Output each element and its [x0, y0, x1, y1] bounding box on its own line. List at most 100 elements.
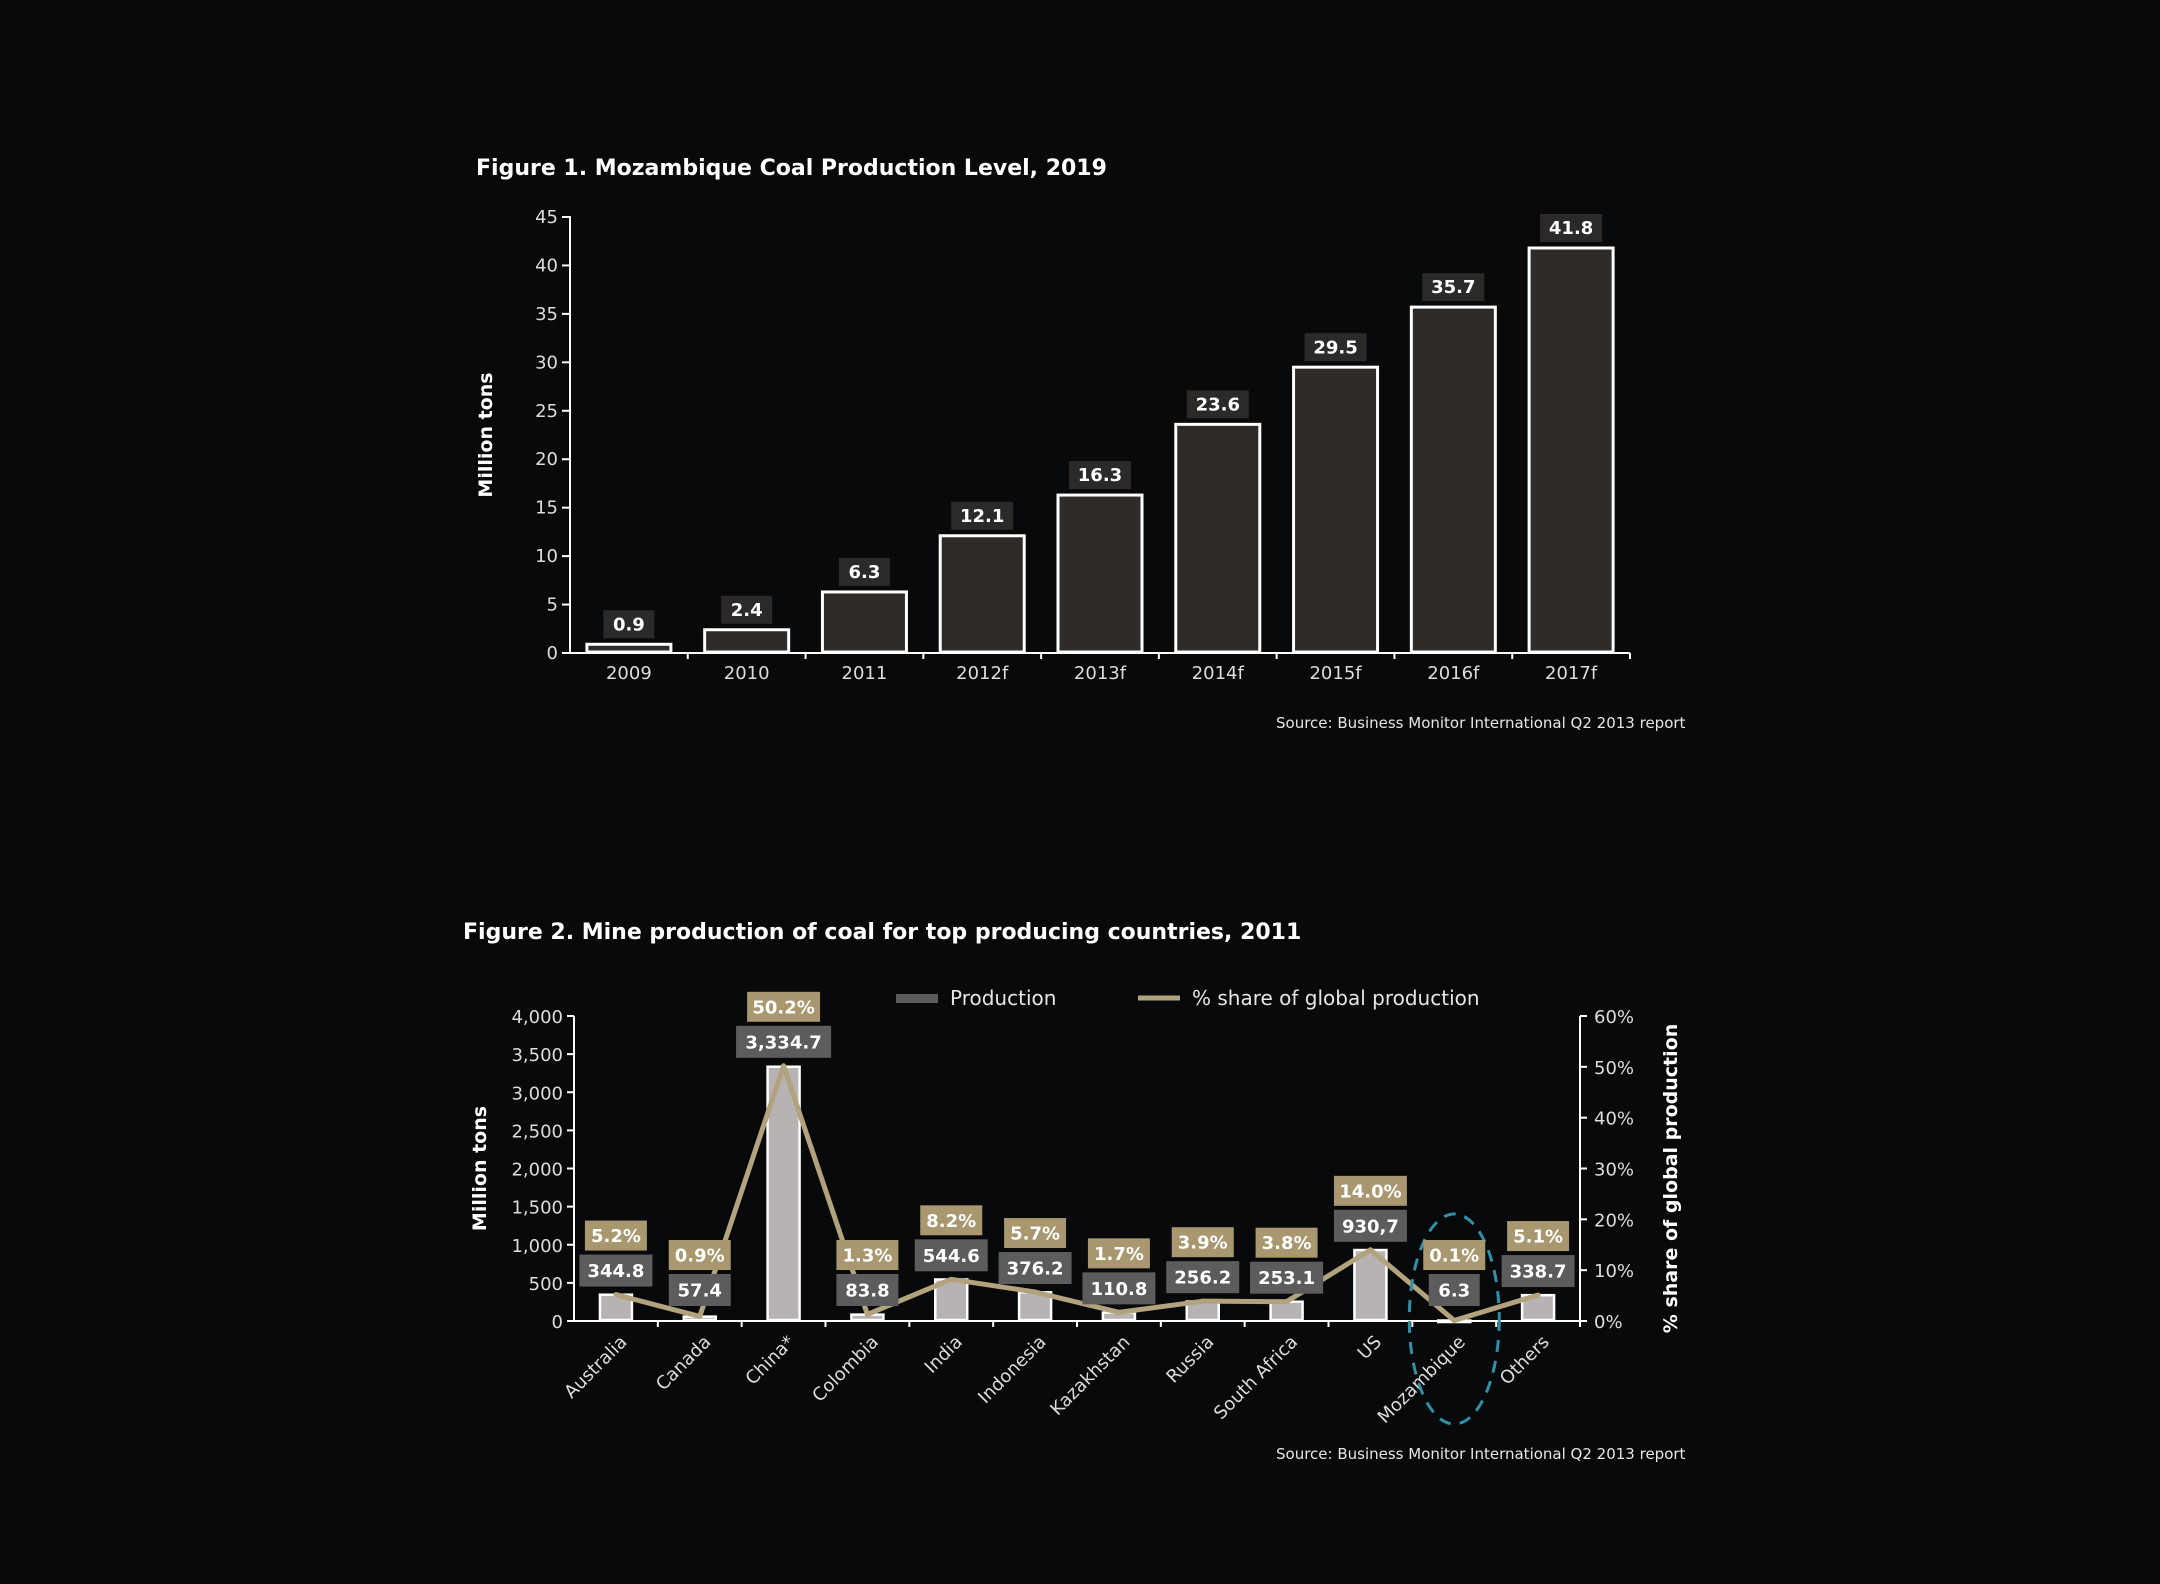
- figure2-production-label: 544.6: [923, 1246, 980, 1267]
- figure2-production-label-bg: [914, 1239, 988, 1272]
- figure2-x-tick-label: India: [921, 1332, 967, 1378]
- figure2-bar-South Africa: [1269, 1300, 1304, 1322]
- figure2-share-label: 8.2%: [926, 1211, 976, 1232]
- figure2-y-tick-label: 3,500: [511, 1045, 563, 1066]
- figure2-x-tick-label: Australia: [560, 1332, 631, 1403]
- figure2-y2-tick-label: 0%: [1594, 1312, 1623, 1333]
- figure2-share-label: 5.7%: [1010, 1224, 1060, 1245]
- legend-production-swatch: [896, 994, 938, 1003]
- figure2-y2-tick-label: 10%: [1594, 1261, 1634, 1282]
- figure2-production-label-bg: [1501, 1255, 1575, 1288]
- figure2-share-point: [1200, 1298, 1206, 1304]
- figure1-value-label: 12.1: [960, 506, 1004, 527]
- figure1-x-tick-label: 2017f: [1545, 663, 1598, 684]
- figure1-x-tick-label: 2015f: [1309, 663, 1362, 684]
- figure1-y-tick-label: 15: [535, 498, 558, 519]
- figure2-share-label-bg: [584, 1220, 647, 1251]
- figure2-y-tick-label: 4,000: [511, 1007, 563, 1028]
- figure1-y-tick-label: 0: [547, 643, 558, 664]
- figure1-value-label-bg: [721, 595, 773, 624]
- figure1-value-label-bg: [1540, 214, 1603, 243]
- figure1-value-label: 16.3: [1078, 465, 1122, 486]
- figure1-value-label-bg: [1186, 390, 1249, 419]
- figure1-x-tick-label: 2013f: [1074, 663, 1127, 684]
- figure2-share-label-bg: [836, 1240, 899, 1270]
- figure1-y-tick-label: 5: [547, 595, 558, 616]
- figure2-share-label-bg: [1507, 1221, 1570, 1252]
- figure2-share-label: 1.3%: [842, 1245, 892, 1266]
- figure2-share-point: [1116, 1309, 1122, 1315]
- figure2-production-label: 338.7: [1510, 1262, 1567, 1283]
- figure2-share-point: [1284, 1299, 1290, 1305]
- figure1-value-label: 2.4: [731, 600, 763, 621]
- figure2-share-label-bg: [1171, 1227, 1234, 1258]
- figure2-share-point: [864, 1311, 870, 1317]
- figure2-share-point: [1451, 1317, 1457, 1323]
- figure2-production-label: 253.1: [1258, 1268, 1315, 1289]
- figure2-production-label: 344.8: [587, 1261, 644, 1282]
- figure2-y-tick-label: 3,000: [511, 1083, 563, 1104]
- figure2-y-tick-label: 1,000: [511, 1236, 563, 1257]
- figure2-title: Figure 2. Mine production of coal for to…: [463, 920, 1302, 945]
- figure1-value-label-bg: [951, 501, 1014, 530]
- figure1-value-label: 6.3: [848, 562, 880, 583]
- figure1-value-label-bg: [1304, 333, 1367, 362]
- figure2-share-label: 14.0%: [1339, 1181, 1401, 1202]
- figure2-share-label: 3.9%: [1178, 1233, 1228, 1254]
- figure2-share-label: 0.9%: [675, 1245, 725, 1266]
- figure2-share-label-bg: [1333, 1175, 1407, 1206]
- figure2-share-point: [697, 1313, 703, 1319]
- figure2-share-label-bg: [747, 991, 821, 1022]
- figure1-value-label-bg: [1069, 461, 1131, 490]
- figure2-share-label-bg: [1004, 1218, 1067, 1249]
- figure2-x-tick-label: Colombia: [808, 1332, 883, 1407]
- figure2-production-label-bg: [1250, 1261, 1324, 1294]
- figure2-production-label: 110.8: [1090, 1279, 1147, 1300]
- figure2-y-tick-label: 500: [529, 1274, 563, 1295]
- figure2-y-tick-label: 2,000: [511, 1160, 563, 1181]
- figure1-y-tick-label: 25: [535, 401, 558, 422]
- figure2-share-label-bg: [1255, 1227, 1318, 1258]
- figure2-y2-tick-label: 20%: [1594, 1210, 1634, 1231]
- figure2-share-label: 1.7%: [1094, 1244, 1144, 1265]
- figure2-production-label-bg: [998, 1252, 1072, 1285]
- figure2-x-tick-label: Canada: [652, 1332, 715, 1395]
- figure1-bar-2014f: [1174, 422, 1262, 654]
- figure1-value-label: 0.9: [613, 614, 645, 635]
- figure2-share-label: 50.2%: [752, 997, 814, 1018]
- figure1-bar-2015f: [1292, 365, 1380, 654]
- figure2-production-label-bg: [1333, 1209, 1407, 1242]
- figure1-bar-2012f: [938, 534, 1026, 654]
- figure2-production-label: 57.4: [678, 1280, 722, 1301]
- figure1-y-tick-label: 30: [535, 352, 558, 373]
- figure2-y-tick-label: 1,500: [511, 1198, 563, 1219]
- figure2-x-tick-label: Russia: [1162, 1332, 1218, 1388]
- figure2-y-axis-label: Million tons: [469, 1106, 491, 1231]
- figure2-production-label: 6.3: [1438, 1280, 1470, 1301]
- figure1-y-tick-label: 45: [535, 207, 558, 228]
- figure1-x-tick-label: 2012f: [956, 663, 1009, 684]
- figure1-bar-2010: [703, 628, 791, 654]
- legend-production-label: Production: [950, 986, 1056, 1010]
- figure2-x-tick-label: Others: [1496, 1332, 1554, 1390]
- figure1-bar-2009: [585, 642, 673, 654]
- figure2-x-tick-label: Indonesia: [974, 1332, 1050, 1408]
- figure1-value-label: 23.6: [1196, 394, 1240, 415]
- figure2-share-label-bg: [668, 1240, 731, 1270]
- figure2-plot: 0 500 1,000 1,500 2,000 2,500 3,000 3,500 4,000 0…: [469, 986, 1682, 1428]
- figure1-x-tick-label: 2010: [724, 663, 770, 684]
- figure2-share-point: [1032, 1289, 1038, 1295]
- figure2-production-label-bg: [668, 1274, 731, 1306]
- figure1-y-tick-label: 35: [535, 304, 558, 325]
- figure1-source: Source: Business Monitor International Q…: [1276, 714, 1686, 732]
- figure2-share-point: [781, 1063, 787, 1069]
- figure2-y2-tick-label: 60%: [1594, 1007, 1634, 1028]
- figure2-share-label-bg: [920, 1205, 983, 1236]
- figure2-y2-tick-label: 40%: [1594, 1109, 1634, 1130]
- figure1-value-label-bg: [1422, 273, 1485, 302]
- figure1-y-tick-label: 10: [535, 546, 558, 567]
- legend-share-label: % share of global production: [1192, 986, 1480, 1010]
- figure1-x-tick-label: 2011: [842, 663, 888, 684]
- figure2-share-label-bg: [1423, 1240, 1486, 1270]
- figure1-title: Figure 1. Mozambique Coal Production Lev…: [476, 156, 1107, 181]
